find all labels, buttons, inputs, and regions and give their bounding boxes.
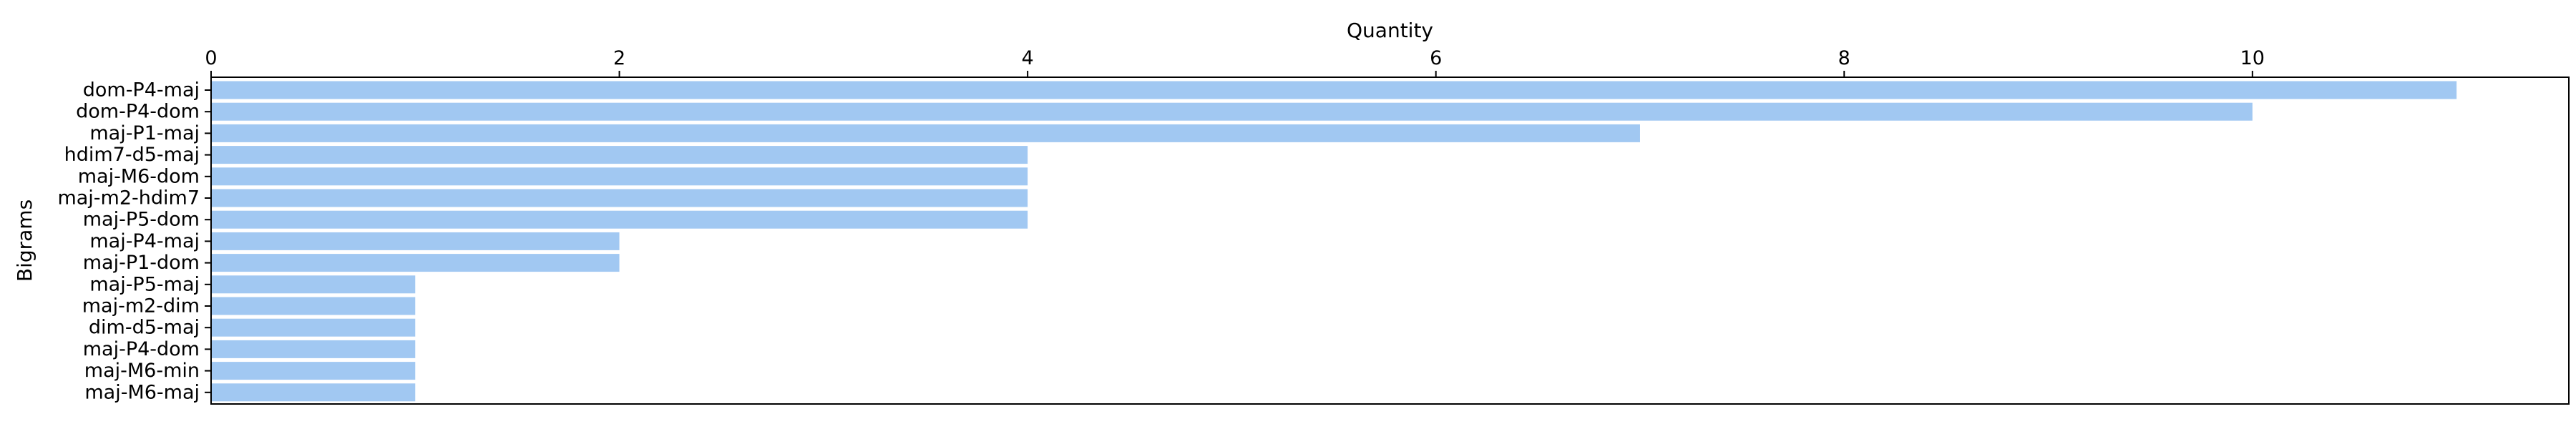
- bar-maj-M6-min: [211, 362, 416, 380]
- bar-dom-P4-dom: [211, 102, 2253, 121]
- category-label: maj-P1-maj: [89, 122, 200, 144]
- bar-maj-P1-maj: [211, 124, 1640, 142]
- x-tick-label: 10: [2240, 47, 2265, 69]
- category-label: maj-M6-maj: [84, 381, 200, 403]
- x-tick-label: 2: [613, 47, 625, 69]
- x-tick-label: 8: [1838, 47, 1850, 69]
- category-label: maj-m2-hdim7: [57, 187, 200, 209]
- x-tick-label: 4: [1022, 47, 1034, 69]
- category-label: maj-P1-dom: [83, 252, 200, 274]
- category-label: maj-M6-dom: [78, 165, 200, 187]
- category-labels-group: dom-P4-majdom-P4-dommaj-P1-majhdim7-d5-m…: [57, 79, 211, 403]
- bars-group: [211, 81, 2457, 402]
- category-label: maj-P4-dom: [83, 338, 200, 360]
- bar-maj-M6-maj: [211, 383, 416, 402]
- bar-dom-P4-maj: [211, 81, 2457, 99]
- category-label: maj-m2-dim: [82, 295, 200, 317]
- x-tick-label: 0: [205, 47, 217, 69]
- y-axis-title: Bigrams: [13, 199, 36, 282]
- category-label: maj-P5-dom: [83, 209, 200, 231]
- category-label: dom-P4-maj: [83, 79, 200, 102]
- bar-maj-M6-dom: [211, 167, 1028, 186]
- bar-maj-P5-maj: [211, 275, 416, 294]
- category-label: maj-P5-maj: [89, 273, 200, 295]
- category-label: dim-d5-maj: [89, 317, 200, 339]
- category-label: dom-P4-dom: [76, 101, 200, 123]
- bar-maj-P4-maj: [211, 232, 620, 250]
- bar-maj-P1-dom: [211, 254, 620, 272]
- x-axis-title: Quantity: [1347, 19, 1433, 42]
- bar-maj-m2-hdim7: [211, 189, 1028, 207]
- bar-maj-m2-dim: [211, 297, 416, 315]
- category-label: maj-P4-maj: [89, 230, 200, 252]
- bar-dim-d5-maj: [211, 318, 416, 337]
- plot-frame: [210, 77, 2570, 405]
- x-ticks-group: 0 2 4 6 8 10: [205, 47, 2265, 77]
- category-label: maj-M6-min: [84, 360, 200, 382]
- bar-hdim7-d5-maj: [211, 146, 1028, 164]
- bar-maj-P4-dom: [211, 340, 416, 358]
- x-tick-label: 6: [1430, 47, 1442, 69]
- bar-maj-P5-dom: [211, 210, 1028, 229]
- category-label: hdim7-d5-maj: [64, 144, 200, 166]
